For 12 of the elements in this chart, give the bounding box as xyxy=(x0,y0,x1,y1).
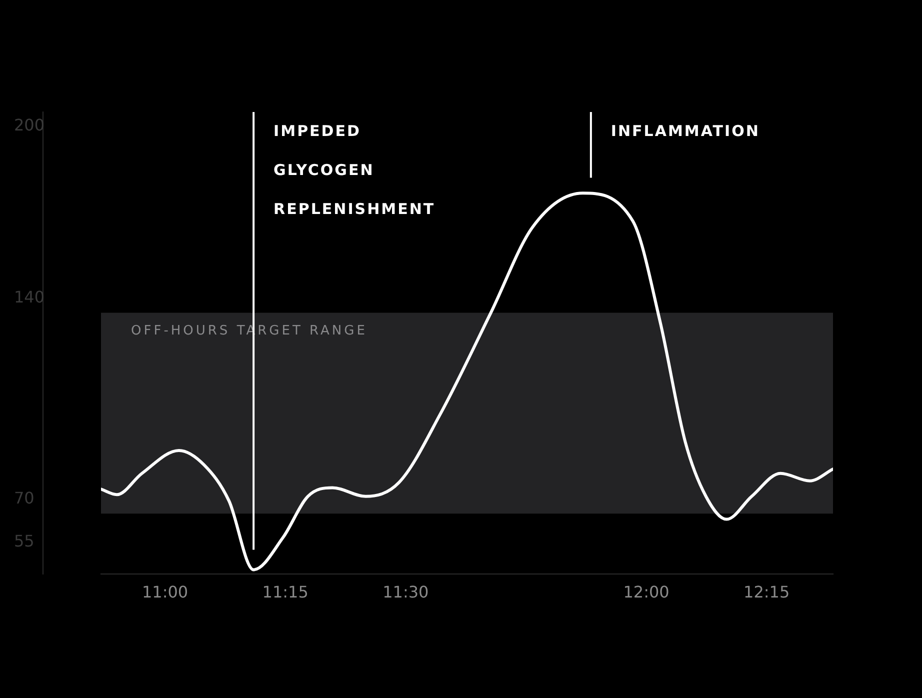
line-series xyxy=(101,192,833,572)
x-tick-label: 11:00 xyxy=(142,582,188,602)
x-tick-label: 12:00 xyxy=(623,582,670,602)
x-tick-label: 12:15 xyxy=(744,582,790,602)
y-tick-label: 55 xyxy=(14,531,34,550)
y-tick-label: 140 xyxy=(14,288,45,307)
x-tick-label: 11:15 xyxy=(262,582,308,602)
y-tick-label: 200 xyxy=(14,116,45,134)
text: IMPEDED GLYCOGEN REPLENISHMENT xyxy=(274,122,436,218)
x-tick-label: 11:30 xyxy=(382,582,429,602)
ref-line-label: INFLAMMATION xyxy=(610,122,760,140)
y-tick-label: 70 xyxy=(14,488,34,508)
